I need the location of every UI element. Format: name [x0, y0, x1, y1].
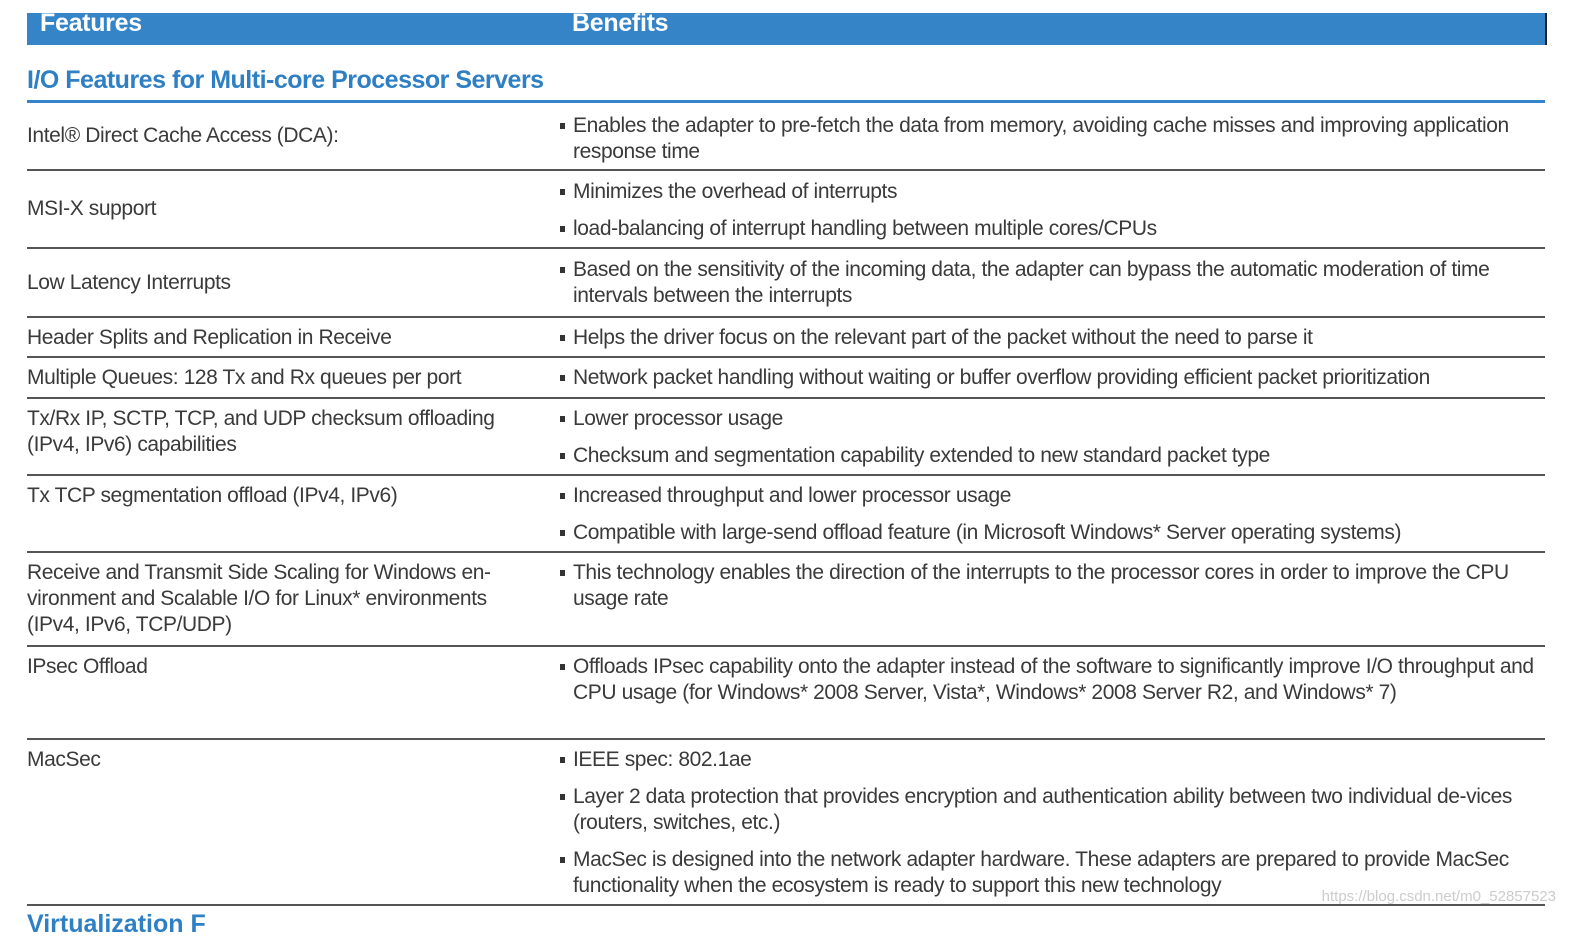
benefit-item: Increased throughput and lower processor…	[560, 483, 1535, 509]
benefit-item: Based on the sensitivity of the incoming…	[560, 257, 1535, 309]
feature-name: MacSec	[27, 748, 101, 771]
table-row: IPsec Offload Offloads IPsec capability o…	[27, 647, 1545, 740]
benefit-item: Layer 2 data protection that provides en…	[560, 784, 1535, 836]
benefit-item: Minimizes the overhead of interrupts	[560, 179, 1535, 205]
benefits-list: Lower processor usage Checksum and segmen…	[560, 406, 1535, 480]
table-row: Receive and Transmit Side Scaling for Wi…	[27, 553, 1545, 647]
section-title: I/O Features for Multi-core Processor Se…	[27, 66, 544, 94]
next-section-title: Virtualization F	[27, 910, 206, 938]
benefits-list: Increased throughput and lower processor…	[560, 483, 1535, 557]
table-row: MacSec IEEE spec: 802.1ae Layer 2 data pro…	[27, 740, 1545, 906]
benefit-item: Compatible with large-send offload featu…	[560, 520, 1535, 546]
benefit-item: load-balancing of interrupt handling bet…	[560, 216, 1535, 242]
feature-name: Header Splits and Replication in Receive	[27, 326, 392, 349]
benefit-item: Network packet handling without waiting …	[560, 365, 1535, 391]
table-row: Multiple Queues: 128 Tx and Rx queues pe…	[27, 358, 1545, 399]
feature-name: Low Latency Interrupts	[27, 270, 231, 294]
table-row: Tx/Rx IP, SCTP, TCP, and UDP checksum of…	[27, 399, 1545, 476]
benefit-item: Offloads IPsec capability onto the adapt…	[560, 654, 1535, 706]
benefit-item: IEEE spec: 802.1ae	[560, 747, 1535, 773]
benefit-item: MacSec is designed into the network adap…	[560, 847, 1535, 899]
feature-name: MSI-X support	[27, 197, 157, 220]
benefits-list: Network packet handling without waiting …	[560, 365, 1535, 402]
table-row: Intel® Direct Cache Access (DCA): Enables…	[27, 103, 1545, 171]
benefits-list: Offloads IPsec capability onto the adapt…	[560, 654, 1535, 717]
header-benefits: Benefits	[572, 9, 669, 37]
feature-name: Tx TCP segmentation offload (IPv4, IPv6)	[27, 484, 398, 507]
feature-name: Multiple Queues: 128 Tx and Rx queues pe…	[27, 366, 462, 389]
feature-name: IPsec Offload	[27, 655, 148, 678]
section-divider	[27, 100, 1545, 103]
benefit-item: Helps the driver focus on the relevant p…	[560, 325, 1535, 351]
feature-name: Receive and Transmit Side Scaling for Wi…	[27, 561, 491, 636]
feature-name: Tx/Rx IP, SCTP, TCP, and UDP checksum of…	[27, 407, 495, 456]
feature-name: Intel® Direct Cache Access (DCA):	[27, 124, 339, 147]
benefits-list: This technology enables the direction of…	[560, 560, 1535, 623]
benefits-list: IEEE spec: 802.1ae Layer 2 data protectio…	[560, 747, 1535, 910]
benefits-list: Enables the adapter to pre-fetch the dat…	[560, 113, 1535, 176]
table-row: Header Splits and Replication in Receive…	[27, 318, 1545, 358]
benefit-item: Checksum and segmentation capability ext…	[560, 443, 1535, 469]
benefit-item: Enables the adapter to pre-fetch the dat…	[560, 113, 1535, 165]
table-row: Low Latency Interrupts Based on the sensi…	[27, 249, 1545, 318]
benefits-list: Helps the driver focus on the relevant p…	[560, 325, 1535, 362]
watermark: https://blog.csdn.net/m0_52857523	[1321, 888, 1556, 905]
benefit-item: Lower processor usage	[560, 406, 1535, 432]
benefits-list: Minimizes the overhead of interrupts load…	[560, 179, 1535, 253]
header-features: Features	[40, 9, 142, 37]
benefit-item: This technology enables the direction of…	[560, 560, 1535, 612]
table-row: MSI-X support Minimizes the overhead of i…	[27, 171, 1545, 249]
benefits-list: Based on the sensitivity of the incoming…	[560, 257, 1535, 320]
table-header: Features Benefits	[27, 9, 1547, 45]
table-row: Tx TCP segmentation offload (IPv4, IPv6)…	[27, 476, 1545, 553]
